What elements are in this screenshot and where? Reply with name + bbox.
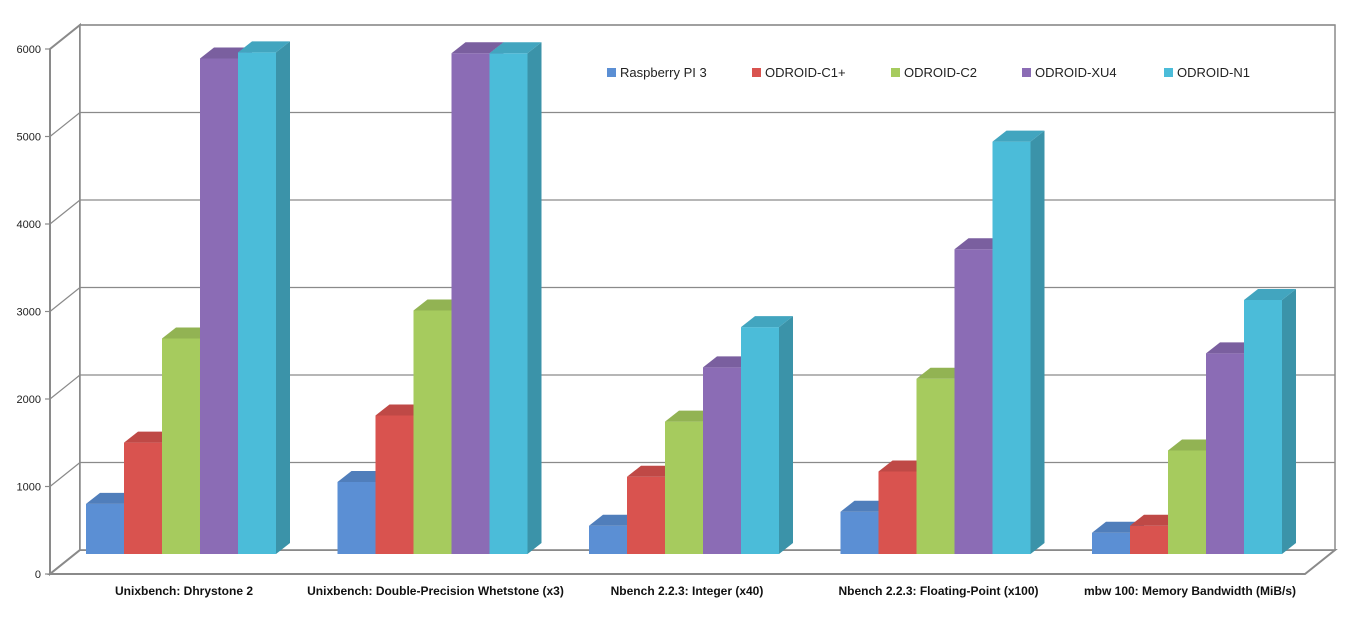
- bar: [337, 482, 376, 554]
- bar: [1244, 300, 1282, 554]
- bar: [1130, 525, 1168, 554]
- bar: [86, 503, 124, 554]
- category-label: Nbench 2.2.3: Floating-Point (x100): [838, 584, 1038, 598]
- category-label: Unixbench: Double-Precision Whetstone (x…: [307, 584, 564, 598]
- y-tick-label: 6000: [17, 44, 41, 56]
- legend-swatch: [1164, 68, 1173, 77]
- bar: [954, 249, 993, 554]
- category-label: mbw 100: Memory Bandwidth (MiB/s): [1084, 584, 1296, 598]
- bar-side: [1030, 130, 1045, 554]
- y-tick-label: 1000: [17, 482, 41, 494]
- bar: [703, 367, 741, 554]
- bar-top: [992, 130, 1045, 142]
- legend-label: ODROID-XU4: [1035, 65, 1117, 80]
- gridline-side: [49, 24, 81, 50]
- bar: [1092, 532, 1130, 554]
- bar: [665, 421, 703, 554]
- legend-label: ODROID-N1: [1177, 65, 1250, 80]
- bar: [741, 327, 779, 554]
- bar: [1168, 450, 1206, 554]
- bar: [840, 511, 879, 554]
- y-tick-label: 3000: [17, 307, 41, 319]
- legend-swatch: [891, 68, 900, 77]
- bar: [375, 415, 414, 554]
- legend-label: Raspberry PI 3: [620, 65, 707, 80]
- bar-top: [451, 42, 504, 54]
- bar-side: [527, 42, 542, 554]
- gridline-side: [49, 287, 81, 312]
- bar: [1206, 353, 1244, 554]
- legend-swatch: [607, 68, 616, 77]
- bar: [200, 58, 238, 554]
- bar: [878, 471, 917, 554]
- bar: [627, 476, 665, 554]
- bar-side: [1282, 289, 1296, 554]
- bar-top: [741, 316, 793, 328]
- legend-label: ODROID-C2: [904, 65, 977, 80]
- bar-side: [276, 41, 290, 554]
- y-tick-label: 4000: [17, 219, 41, 231]
- bar-top: [238, 41, 290, 53]
- y-tick-label: 5000: [17, 132, 41, 144]
- bar: [916, 378, 955, 554]
- y-tick-label: 0: [35, 569, 41, 581]
- legend-swatch: [752, 68, 761, 77]
- bar: [489, 53, 528, 554]
- bar-top: [1244, 289, 1296, 300]
- gridline-side: [49, 462, 81, 487]
- gridline-side: [49, 112, 81, 137]
- gridline-side: [49, 374, 81, 400]
- bar: [451, 53, 490, 554]
- category-label: Nbench 2.2.3: Integer (x40): [611, 584, 764, 598]
- bar: [162, 338, 200, 554]
- bar: [124, 442, 162, 554]
- y-tick-label: 2000: [17, 394, 41, 406]
- bar: [238, 52, 276, 554]
- category-label: Unixbench: Dhrystone 2: [115, 584, 253, 598]
- bar: [589, 525, 627, 554]
- legend-swatch: [1022, 68, 1031, 77]
- bar: [413, 310, 452, 554]
- gridline-side: [49, 199, 81, 225]
- legend-label: ODROID-C1+: [765, 65, 846, 80]
- bar-top: [489, 42, 542, 54]
- bar: [992, 141, 1031, 554]
- bar-side: [779, 316, 793, 554]
- gridline-side: [49, 549, 81, 575]
